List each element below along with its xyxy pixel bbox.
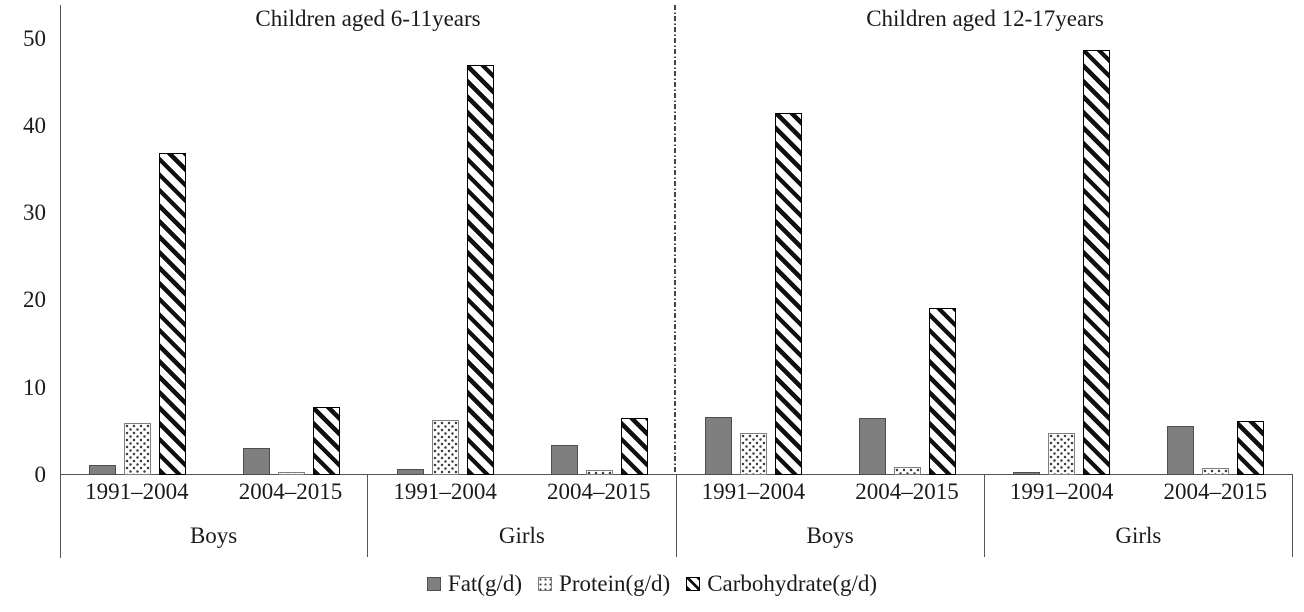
y-tick-label: 20 <box>23 287 46 313</box>
period-label-row: 1991–2004 2004–2015 <box>985 475 1292 508</box>
bar-fat <box>550 445 578 475</box>
x-group: 1991–2004 2004–2015 Boys <box>60 475 369 557</box>
y-axis-line <box>60 5 61 558</box>
protein-swatch-icon <box>538 577 553 591</box>
fat-swatch-icon <box>426 577 441 591</box>
bar-fat <box>859 418 887 475</box>
gender-label: Girls <box>1115 523 1162 548</box>
period-label: 1991–2004 <box>85 479 189 504</box>
bar-carbohydrate <box>620 418 648 475</box>
bar-carbohydrate <box>775 112 803 475</box>
legend-label: Fat(g/d) <box>447 571 523 596</box>
bar-protein <box>894 467 922 475</box>
bar-fat <box>88 464 116 475</box>
gender-label: Girls <box>498 523 545 548</box>
legend: Fat(g/d) Protein(g/d) Carbohydrate(g/d) <box>0 571 1304 597</box>
gender-label: Boys <box>806 523 854 548</box>
bar-cluster <box>214 8 368 475</box>
period-label: 1991–2004 <box>393 479 497 504</box>
y-tick-label: 50 <box>23 25 46 51</box>
period-label: 2004–2015 <box>855 479 959 504</box>
plot-area <box>60 8 1293 475</box>
bar-cluster <box>368 8 522 475</box>
legend-item-carbohydrate: Carbohydrate(g/d) <box>686 571 877 597</box>
x-group: 1991–2004 2004–2015 Girls <box>985 475 1293 557</box>
bar-group-girls-6-11 <box>368 8 676 475</box>
period-label: 2004–2015 <box>1163 479 1267 504</box>
bar-carbohydrate <box>158 152 186 475</box>
bar-protein <box>740 433 768 475</box>
bar-cluster <box>1139 8 1293 475</box>
legend-item-fat: Fat(g/d) <box>426 571 523 597</box>
x-axis-baseline <box>60 474 1293 475</box>
panel-divider-dashdot-line <box>674 5 676 475</box>
bar-protein <box>431 420 459 475</box>
y-tick-label: 0 <box>34 462 47 487</box>
bar-group-boys-12-17 <box>677 8 985 475</box>
bar-cluster <box>677 8 831 475</box>
period-label-row: 1991–2004 2004–2015 <box>677 475 984 508</box>
legend-label: Carbohydrate(g/d) <box>707 571 878 596</box>
panel-title: Children aged 6-11years <box>255 6 481 31</box>
legend-item-protein: Protein(g/d) <box>538 571 670 597</box>
period-label: 2004–2015 <box>546 479 651 504</box>
panel-title: Children aged 12-17years <box>866 6 1104 31</box>
bar-fat <box>396 468 424 475</box>
bar-cluster <box>831 8 985 475</box>
period-label-row: 1991–2004 2004–2015 <box>60 475 367 508</box>
bar-protein <box>585 469 613 475</box>
bar-cluster <box>522 8 676 475</box>
x-group: 1991–2004 2004–2015 Boys <box>677 475 985 557</box>
gender-label: Boys <box>189 523 238 548</box>
legend-label: Protein(g/d) <box>559 571 671 596</box>
bar-fat <box>242 447 270 475</box>
bar-cluster <box>985 8 1139 475</box>
period-label: 2004–2015 <box>238 479 343 504</box>
period-label: 1991–2004 <box>701 479 806 504</box>
bar-cluster <box>60 8 214 475</box>
period-label: 1991–2004 <box>1009 479 1114 504</box>
bar-group-boys-6-11 <box>60 8 368 475</box>
bar-protein <box>123 422 151 475</box>
bar-fat <box>1013 471 1041 475</box>
bar-carbohydrate <box>1083 49 1111 475</box>
y-tick-label: 30 <box>23 200 46 226</box>
x-axis-labels: 1991–2004 2004–2015 Boys 1991–2004 2004–2015… <box>60 475 1293 557</box>
bar-carbohydrate <box>466 64 494 475</box>
bar-carbohydrate <box>312 406 340 475</box>
bar-protein <box>1202 468 1230 475</box>
bar-fat <box>705 416 733 475</box>
bar-protein <box>1048 433 1076 475</box>
bar-fat <box>1167 426 1195 475</box>
bar-protein <box>277 472 305 475</box>
y-tick-label: 10 <box>23 374 46 400</box>
bar-carbohydrate <box>1237 420 1265 475</box>
y-tick-label: 40 <box>23 112 46 138</box>
bar-carbohydrate <box>929 308 957 475</box>
bar-group-girls-12-17 <box>985 8 1293 475</box>
carbohydrate-swatch-icon <box>686 577 701 591</box>
period-label-row: 1991–2004 2004–2015 <box>368 475 675 508</box>
x-group: 1991–2004 2004–2015 Girls <box>368 475 677 557</box>
